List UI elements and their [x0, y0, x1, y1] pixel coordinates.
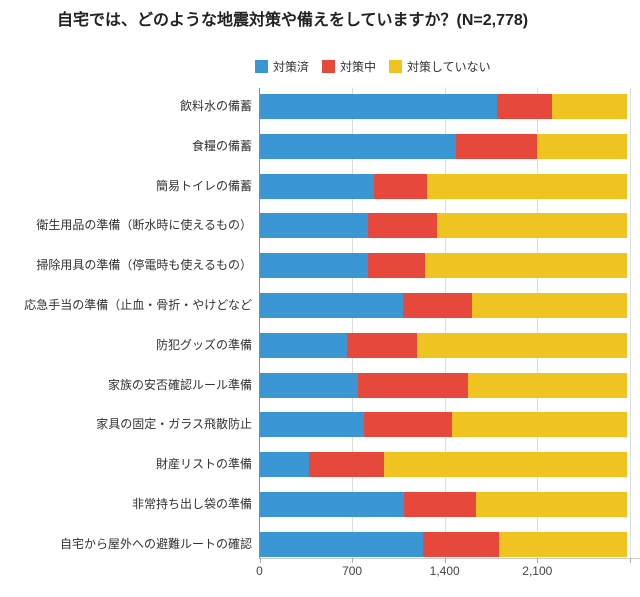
bar-segment-対策していない: [476, 492, 628, 517]
x-axis-tick-label: 700: [342, 564, 363, 578]
bar-segment-対策済: [260, 173, 374, 199]
legend: 対策済 対策中 対策していない: [255, 58, 491, 75]
bar-segment-対策済: [260, 492, 404, 517]
bar-segment-対策中: [422, 531, 500, 557]
x-axis-tick: [537, 558, 539, 563]
bar-segment-対策していない: [452, 412, 628, 438]
gridline: [537, 88, 539, 558]
bar-segment-対策済: [260, 213, 368, 239]
bar-segment-対策していない: [499, 531, 628, 557]
category-label: 家族の安否確認ルール準備: [107, 377, 252, 392]
chart-title: 自宅では、どのような地震対策や備えをしていますか？(N=2,778): [57, 12, 529, 29]
category-label: 応急手当の準備（止血・骨折・やけどなど: [24, 298, 252, 312]
bar-segment-対策済: [260, 94, 498, 119]
legend-label: 対策済: [273, 60, 310, 74]
bar-row: [260, 253, 628, 279]
bar-segment-対策中: [403, 492, 477, 517]
bar-segment-対策していない: [424, 253, 628, 279]
bar-segment-対策済: [260, 133, 457, 159]
bar-segment-対策中: [357, 372, 469, 398]
category-label: 非常持ち出し袋の準備: [131, 497, 252, 511]
bar-row: [260, 332, 628, 358]
bar-row: [260, 293, 628, 318]
bar-segment-対策済: [260, 253, 368, 279]
bar-segment-対策していない: [468, 372, 628, 398]
bar-segment-対策していない: [426, 173, 628, 199]
category-label: 家具の固定・ガラス飛散防止: [96, 417, 252, 432]
bar-row: [260, 492, 628, 517]
legend-swatch-icon: [322, 60, 336, 73]
gridline: [444, 88, 446, 558]
legend-item-0: 対策済: [255, 58, 309, 75]
x-axis-line: [259, 558, 640, 559]
bar-segment-対策中: [367, 253, 425, 279]
x-axis-tick: [352, 558, 354, 563]
bar-row: [260, 372, 628, 398]
x-axis-tick-label: 2,100: [522, 564, 553, 578]
bar-segment-対策中: [373, 173, 427, 199]
legend-swatch-icon: [255, 60, 268, 73]
bar-segment-対策中: [308, 452, 384, 478]
bar-row: [260, 412, 628, 438]
bar-segment-対策中: [363, 412, 453, 438]
bar-segment-対策していない: [552, 94, 628, 119]
bar-row: [260, 94, 628, 119]
bar-segment-対策済: [260, 372, 358, 398]
bar-segment-対策していない: [383, 452, 628, 478]
bar-row: [260, 213, 628, 239]
category-label: 自宅から屋外への避難ルートの確認: [59, 536, 252, 551]
x-axis-tick: [444, 558, 446, 563]
gridline: [352, 88, 354, 558]
bar-segment-対策中: [497, 94, 553, 119]
bar-segment-対策済: [260, 452, 309, 478]
category-label: 財産リストの準備: [155, 457, 252, 472]
x-axis-tick-label: 1,400: [429, 564, 460, 578]
legend-item-2: 対策していない: [389, 58, 491, 75]
bar-segment-対策済: [260, 293, 403, 318]
bar-segment-対策中: [367, 213, 437, 239]
bar-segment-対策していない: [537, 133, 628, 159]
bar-row: [260, 133, 628, 159]
x-axis-tick: [629, 558, 631, 563]
bar-segment-対策済: [260, 531, 423, 557]
bar-segment-対策していない: [436, 213, 628, 239]
bar-row: [260, 531, 628, 557]
bar-segment-対策中: [402, 293, 472, 318]
x-axis-tick: [259, 558, 261, 563]
legend-label: 対策していない: [407, 60, 491, 74]
category-label: 掃除用具の準備（停電時も使えるもの）: [36, 258, 252, 273]
bar-segment-対策中: [346, 332, 417, 358]
legend-swatch-icon: [389, 60, 403, 73]
bar-segment-対策していない: [416, 332, 628, 358]
category-label: 食糧の備蓄: [191, 138, 252, 153]
legend-item-1: 対策中: [322, 58, 376, 75]
bar-segment-対策済: [260, 332, 347, 358]
bar-segment-対策中: [456, 133, 538, 159]
category-label: 簡易トイレの備蓄: [155, 178, 252, 193]
bar-segment-対策していない: [471, 293, 628, 318]
x-axis-tick-label: 0: [256, 564, 263, 578]
category-label: 防犯グッズの準備: [155, 337, 252, 352]
gridline: [629, 88, 631, 558]
y-axis-line: [259, 88, 260, 558]
category-label: 衛生用品の準備（断水時に使えるもの）: [36, 218, 252, 233]
category-label: 飲料水の備蓄: [179, 99, 252, 113]
bar-segment-対策済: [260, 412, 364, 438]
bar-row: [260, 173, 628, 199]
legend-label: 対策中: [340, 60, 377, 74]
bar-row: [260, 452, 628, 478]
